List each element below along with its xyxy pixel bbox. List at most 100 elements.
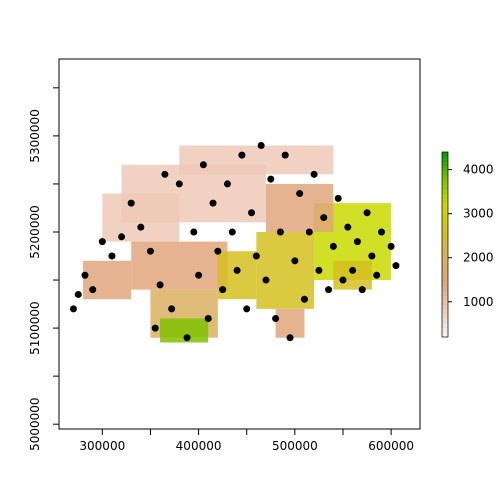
legend-swatch [442,318,448,324]
data-point [228,228,236,236]
data-point [315,266,323,274]
data-point [195,271,203,279]
data-point [325,286,333,294]
legend-tick-label: 2000 [463,251,494,265]
legend-swatch [442,253,448,259]
data-point [190,228,198,236]
data-point [151,324,159,332]
data-point [89,286,97,294]
legend-swatch [442,189,448,195]
legend-swatch [442,193,448,199]
data-point [291,257,299,265]
legend-swatch [442,198,448,204]
elevation-raster [83,145,392,343]
legend-swatch [442,267,448,273]
color-legend: 1000 2000 3000 4000 [441,151,494,338]
x-tick-label: 400000 [176,439,222,453]
legend-swatch [442,170,448,176]
raster-cell [179,145,334,175]
data-point [310,170,318,178]
legend-swatch [442,175,448,181]
raster-cell [275,308,305,338]
legend-tick-label: 1000 [463,295,494,309]
data-point [286,334,294,342]
legend-swatch [442,165,448,171]
legend-swatch [442,276,448,282]
legend-swatch [442,239,448,245]
y-tick-label: 5300000 [28,109,42,162]
legend-swatch [442,272,448,278]
legend-swatch [442,290,448,296]
legend-swatch [442,230,448,236]
data-point [146,247,154,255]
legend-tick-label: 4000 [463,163,494,177]
data-point [387,242,395,250]
data-point [204,314,212,322]
data-point [209,199,217,207]
data-point [98,238,106,246]
legend-frame [441,151,449,338]
legend-swatch [442,249,448,255]
legend-tick-label: 3000 [463,207,494,221]
data-point [199,161,207,169]
legend-swatch [442,235,448,241]
data-point [267,175,275,183]
data-point [257,141,265,149]
y-axis: 5000000 5100000 5200000 5300000 [28,87,59,451]
legend-swatch [442,304,448,310]
data-point [281,151,289,159]
data-point [276,228,284,236]
legend-swatch [442,286,448,292]
plot-frame [58,58,421,430]
x-tick-label: 600000 [368,439,414,453]
legend-swatch [442,184,448,190]
legend-swatch [442,258,448,264]
legend-swatch [442,323,448,329]
data-point [334,194,342,202]
y-tick-label: 5000000 [28,397,42,450]
data-point [214,247,222,255]
data-point [248,209,256,217]
data-point [339,276,347,284]
data-point [344,223,352,231]
data-point [108,252,116,260]
legend-swatch [442,221,448,227]
data-point [329,242,337,250]
data-point [175,180,183,188]
x-axis: 300000 400000 500000 600000 [79,429,414,453]
data-point [377,228,385,236]
data-point [353,238,361,246]
legend-swatch [442,226,448,232]
data-point [219,286,227,294]
data-point [81,271,89,279]
y-tick-label: 5200000 [28,205,42,258]
data-point [262,276,270,284]
legend-swatch [442,207,448,213]
legend-swatch [442,156,448,162]
data-point [168,305,176,313]
data-point [300,295,308,303]
legend-swatch [442,332,448,338]
legend-swatch [442,244,448,250]
data-point [358,286,366,294]
data-point [349,266,357,274]
data-point [127,199,135,207]
data-point [118,233,126,241]
data-point [305,228,313,236]
x-tick-label: 500000 [272,439,318,453]
points-layer [69,141,400,342]
legend-swatch [442,327,448,333]
data-point [243,305,251,313]
legend-swatch [442,161,448,167]
legend-swatch [442,281,448,287]
data-point [272,314,280,322]
data-point [69,305,77,313]
data-point [233,266,241,274]
legend-swatch [442,179,448,185]
data-point [161,170,169,178]
legend-swatch [442,300,448,306]
data-point [363,209,371,217]
legend-swatch [442,263,448,269]
y-tick-label: 5100000 [28,301,42,354]
